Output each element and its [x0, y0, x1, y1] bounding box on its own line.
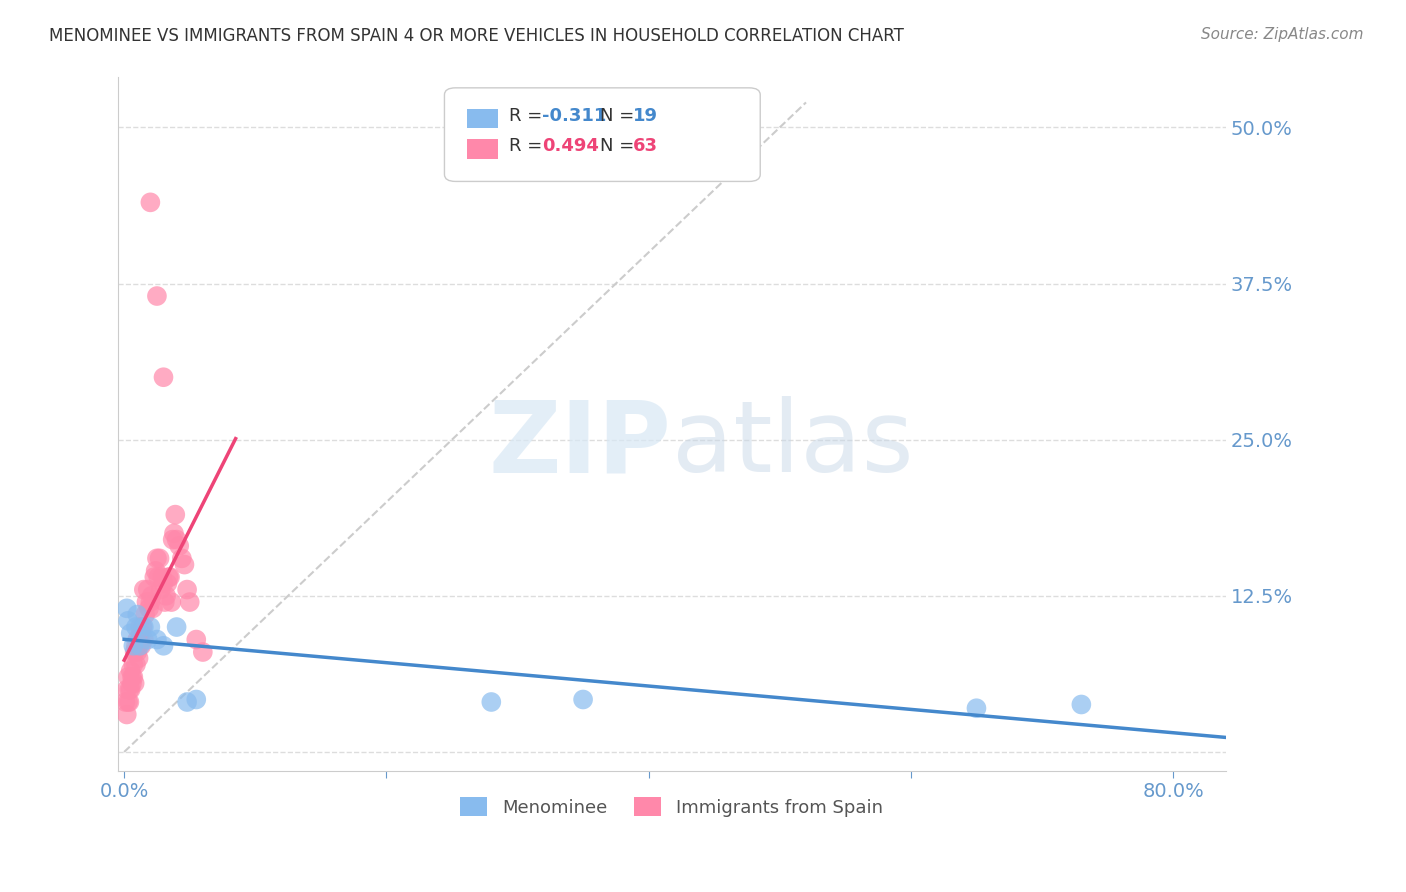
Immigrants from Spain [117, 695, 139, 709]
Immigrants from Spain [129, 639, 152, 653]
Text: 19: 19 [633, 106, 658, 125]
Menominee [186, 692, 208, 706]
Immigrants from Spain [132, 582, 155, 597]
Text: -0.311: -0.311 [541, 106, 606, 125]
Menominee [122, 639, 145, 653]
Immigrants from Spain [152, 370, 174, 384]
Menominee [1070, 698, 1092, 712]
Immigrants from Spain [170, 551, 193, 566]
Immigrants from Spain [162, 533, 184, 547]
Menominee [117, 614, 139, 628]
Immigrants from Spain [146, 551, 169, 566]
Text: N =: N = [599, 106, 640, 125]
Immigrants from Spain [115, 682, 138, 697]
Immigrants from Spain [135, 595, 157, 609]
Menominee [139, 620, 162, 634]
Text: 0.494: 0.494 [541, 137, 599, 155]
Immigrants from Spain [165, 508, 187, 522]
Immigrants from Spain [125, 639, 148, 653]
Immigrants from Spain [176, 582, 198, 597]
Text: 63: 63 [633, 137, 658, 155]
Immigrants from Spain [125, 657, 148, 672]
Immigrants from Spain [166, 533, 188, 547]
Immigrants from Spain [124, 645, 146, 659]
Immigrants from Spain [132, 632, 155, 647]
Immigrants from Spain [118, 695, 141, 709]
Text: ZIP: ZIP [489, 396, 672, 493]
Menominee [128, 639, 150, 653]
Immigrants from Spain [143, 570, 166, 584]
Immigrants from Spain [150, 570, 173, 584]
Immigrants from Spain [122, 657, 145, 672]
Immigrants from Spain [138, 601, 160, 615]
Immigrants from Spain [128, 651, 150, 665]
Text: N =: N = [599, 137, 640, 155]
Immigrants from Spain [153, 595, 176, 609]
Immigrants from Spain [186, 632, 208, 647]
Immigrants from Spain [163, 526, 186, 541]
Immigrants from Spain [122, 670, 145, 684]
Menominee [152, 639, 174, 653]
Menominee [572, 692, 595, 706]
FancyBboxPatch shape [467, 139, 498, 159]
Menominee [115, 601, 138, 615]
Immigrants from Spain [139, 195, 162, 210]
Text: MENOMINEE VS IMMIGRANTS FROM SPAIN 4 OR MORE VEHICLES IN HOUSEHOLD CORRELATION C: MENOMINEE VS IMMIGRANTS FROM SPAIN 4 OR … [49, 27, 904, 45]
Immigrants from Spain [156, 576, 179, 591]
Immigrants from Spain [127, 645, 149, 659]
Menominee [120, 626, 142, 640]
Immigrants from Spain [128, 620, 150, 634]
Menominee [132, 620, 155, 634]
Immigrants from Spain [121, 670, 143, 684]
Immigrants from Spain [173, 558, 195, 572]
Immigrants from Spain [134, 607, 156, 622]
Immigrants from Spain [120, 664, 142, 678]
Immigrants from Spain [191, 645, 214, 659]
Immigrants from Spain [114, 695, 136, 709]
Immigrants from Spain [167, 539, 190, 553]
FancyBboxPatch shape [444, 87, 761, 181]
Immigrants from Spain [136, 582, 159, 597]
Legend: Menominee, Immigrants from Spain: Menominee, Immigrants from Spain [453, 790, 890, 824]
Text: R =: R = [509, 106, 548, 125]
Immigrants from Spain [157, 570, 180, 584]
Menominee [479, 695, 502, 709]
Immigrants from Spain [160, 595, 183, 609]
Immigrants from Spain [115, 707, 138, 722]
Immigrants from Spain [120, 682, 142, 697]
Menominee [127, 607, 149, 622]
Immigrants from Spain [118, 682, 141, 697]
Immigrants from Spain [141, 589, 163, 603]
Menominee [136, 632, 159, 647]
Immigrants from Spain [179, 595, 201, 609]
Immigrants from Spain [155, 589, 177, 603]
Immigrants from Spain [159, 570, 181, 584]
Immigrants from Spain [128, 632, 150, 647]
Text: R =: R = [509, 137, 548, 155]
Menominee [965, 701, 987, 715]
Immigrants from Spain [139, 595, 162, 609]
Immigrants from Spain [131, 620, 153, 634]
Menominee [176, 695, 198, 709]
Menominee [166, 620, 188, 634]
Text: Source: ZipAtlas.com: Source: ZipAtlas.com [1201, 27, 1364, 42]
Immigrants from Spain [146, 289, 169, 303]
Immigrants from Spain [149, 582, 172, 597]
Immigrants from Spain [117, 670, 139, 684]
Menominee [146, 632, 169, 647]
Immigrants from Spain [124, 676, 146, 690]
Immigrants from Spain [127, 632, 149, 647]
Text: atlas: atlas [672, 396, 914, 493]
Menominee [125, 620, 148, 634]
Immigrants from Spain [148, 551, 170, 566]
FancyBboxPatch shape [467, 109, 498, 128]
Immigrants from Spain [145, 564, 167, 578]
Immigrants from Spain [152, 576, 174, 591]
Immigrants from Spain [148, 570, 170, 584]
Immigrants from Spain [129, 626, 152, 640]
Immigrants from Spain [142, 601, 165, 615]
Immigrants from Spain [121, 676, 143, 690]
Immigrants from Spain [128, 639, 150, 653]
